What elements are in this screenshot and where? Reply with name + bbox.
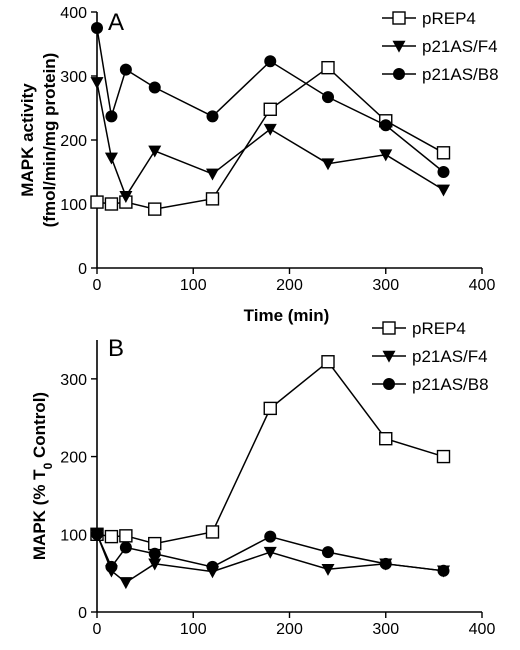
panel-b-y-tick-label: 0 bbox=[78, 605, 87, 622]
panel-b-x-tick-label: 200 bbox=[276, 621, 303, 638]
panel-a-y-axis-title: MAPK activity (fmol/min/mg protein) bbox=[18, 53, 59, 228]
panel-a-x-tick-label: 100 bbox=[180, 277, 207, 294]
panel-b-y-tick-label: 200 bbox=[60, 450, 87, 467]
panel-a-series-prep4-point bbox=[436, 146, 451, 160]
panel-a-series-p21as-f4-point bbox=[104, 152, 118, 165]
panel-a-legend-marker bbox=[393, 68, 405, 80]
panel-a-y-tick-label: 400 bbox=[60, 5, 87, 22]
panel-a-series-p21as-b8-point bbox=[119, 63, 132, 76]
panel-b: 01002003004000100200300Time (min)MAPK (%… bbox=[30, 319, 496, 638]
panel-b-series-p21as-b8 bbox=[91, 528, 450, 577]
panel-a-series-p21as-f4-point bbox=[436, 184, 451, 197]
panel-a-series-p21as-b8-point bbox=[148, 81, 161, 94]
panel-b-series-p21as-b8-point bbox=[322, 546, 334, 559]
panel-a-series-prep4-point bbox=[321, 60, 335, 75]
panel-a-series-p21as-b8-point bbox=[379, 119, 392, 132]
panel-b-x-tick-label: 100 bbox=[180, 621, 207, 638]
panel-b-series-prep4-point bbox=[205, 525, 220, 539]
panel-a-legend-marker bbox=[392, 11, 406, 25]
panel-b-y-axis-title-end: Control) bbox=[30, 392, 49, 463]
panel-b-legend-label: p21AS/B8 bbox=[412, 375, 489, 394]
panel-a-x-axis-title: Time (min) bbox=[244, 306, 330, 325]
panel-b-legend-marker bbox=[382, 321, 396, 335]
panel-a-y-axis-title-line: (fmol/min/mg protein) bbox=[40, 53, 59, 228]
panel-a-legend-label: pREP4 bbox=[422, 9, 476, 28]
panel-b-y-axis-title-sub: 0 bbox=[41, 462, 55, 469]
panel-b-series-p21as-b8-point bbox=[119, 541, 132, 554]
panel-a-x-tick-label: 0 bbox=[93, 277, 102, 294]
panel-b-series-p21as-b8-point bbox=[206, 560, 219, 573]
panel-b-legend-label: p21AS/F4 bbox=[412, 347, 488, 366]
panel-b-series-p21as-f4-point bbox=[119, 577, 133, 590]
panel-a-series-p21as-f4-line bbox=[96, 82, 444, 198]
panel-b-x-tick-label: 400 bbox=[469, 621, 496, 638]
panel-a-series-prep4-point bbox=[205, 192, 220, 206]
panel-a-series-p21as-f4-point bbox=[321, 158, 335, 171]
panel-a-series-prep4-point bbox=[148, 202, 162, 216]
panel-a-series-prep4 bbox=[90, 60, 451, 216]
panel-a-series-prep4-point bbox=[263, 102, 277, 116]
panel-b-legend-label: pREP4 bbox=[412, 319, 466, 338]
panel-a-series-p21as-b8-point bbox=[322, 91, 334, 104]
panel-a-series-p21as-f4-point bbox=[263, 123, 277, 136]
panel-a-letter: A bbox=[108, 9, 124, 36]
panel-a-series-p21as-b8-point bbox=[105, 110, 118, 123]
panel-b-series-p21as-b8-point bbox=[264, 530, 277, 543]
panel-a-series-prep4-point bbox=[104, 197, 119, 211]
panel-a-x-tick-label: 400 bbox=[469, 277, 496, 294]
panel-b-letter: B bbox=[108, 335, 124, 362]
panel-b-series-prep4-point bbox=[436, 449, 451, 464]
panel-b-y-tick-label: 300 bbox=[60, 372, 87, 389]
panel-a-series-p21as-f4-point bbox=[205, 168, 220, 181]
panel-a: 0 100 200 300 400 0 100 200 300 400 Time (min) MAPK… bbox=[18, 5, 499, 325]
panel-a-y-tick-label: 300 bbox=[60, 69, 87, 86]
panel-a-series-p21as-f4 bbox=[90, 77, 451, 203]
panel-b-legend-marker bbox=[382, 350, 396, 363]
panel-a-series-p21as-f4-point bbox=[119, 191, 133, 203]
panel-b-series-p21as-b8-point bbox=[379, 557, 392, 570]
panel-b-series-prep4 bbox=[90, 355, 451, 551]
panel-a-series-p21as-f4-point bbox=[90, 77, 104, 90]
panel-b-series-p21as-b8-point bbox=[437, 564, 450, 577]
panel-b-series-p21as-b8-point bbox=[105, 560, 118, 573]
panel-b-series-p21as-b8-point bbox=[91, 528, 103, 541]
panel-b-series-prep4-point bbox=[379, 431, 393, 446]
panel-a-y-axis-title-line: MAPK activity bbox=[18, 83, 37, 197]
panel-a-y-tick-label: 0 bbox=[78, 261, 87, 278]
panel-b-y-axis-title: MAPK (% T0 Control) bbox=[30, 392, 55, 560]
panel-b-series-prep4-point bbox=[104, 529, 119, 544]
panel-a-series-prep4-point bbox=[90, 195, 104, 209]
panel-b-x-tick-label: 300 bbox=[372, 621, 399, 638]
panel-b-series-prep4-point bbox=[263, 401, 277, 416]
panel-a-series-p21as-b8-point bbox=[437, 166, 450, 178]
panel-a-series-p21as-b8-point bbox=[206, 110, 219, 123]
panel-b-series-p21as-b8-point bbox=[148, 547, 161, 560]
panel-a-x-tick-label: 200 bbox=[276, 277, 303, 294]
panel-a-series-p21as-b8 bbox=[91, 22, 450, 178]
panel-b-series-prep4-point bbox=[119, 529, 133, 543]
panel-b-legend: pREP4 p21AS/F4 p21AS/B8 bbox=[372, 319, 489, 394]
panel-b-series-p21as-f4-point bbox=[321, 563, 335, 576]
panel-a-y-tick-label: 100 bbox=[60, 197, 87, 214]
panel-a-y-tick-label: 200 bbox=[60, 133, 87, 150]
panel-a-series-p21as-b8-point bbox=[91, 22, 103, 34]
panel-a-legend-label: p21AS/B8 bbox=[422, 65, 499, 84]
panel-b-x-tick-label: 0 bbox=[93, 621, 102, 638]
panel-b-series-p21as-f4-point bbox=[263, 546, 277, 559]
panel-a-series-p21as-f4-point bbox=[148, 145, 162, 158]
panel-b-y-tick-label: 100 bbox=[60, 527, 87, 544]
panel-a-legend-marker bbox=[392, 40, 406, 53]
panel-b-y-axis-title-main: MAPK (% T bbox=[30, 469, 49, 560]
panel-a-legend-label: p21AS/F4 bbox=[422, 37, 498, 56]
panel-b-legend-marker bbox=[383, 378, 395, 390]
panel-a-series-p21as-b8-point bbox=[264, 55, 277, 68]
panel-a-x-tick-label: 300 bbox=[372, 277, 399, 294]
panel-a-legend: pREP4 p21AS/F4 p21AS/B8 bbox=[382, 9, 499, 84]
panel-b-series-prep4-point bbox=[321, 355, 335, 369]
panel-a-series-p21as-f4-point bbox=[379, 149, 393, 162]
